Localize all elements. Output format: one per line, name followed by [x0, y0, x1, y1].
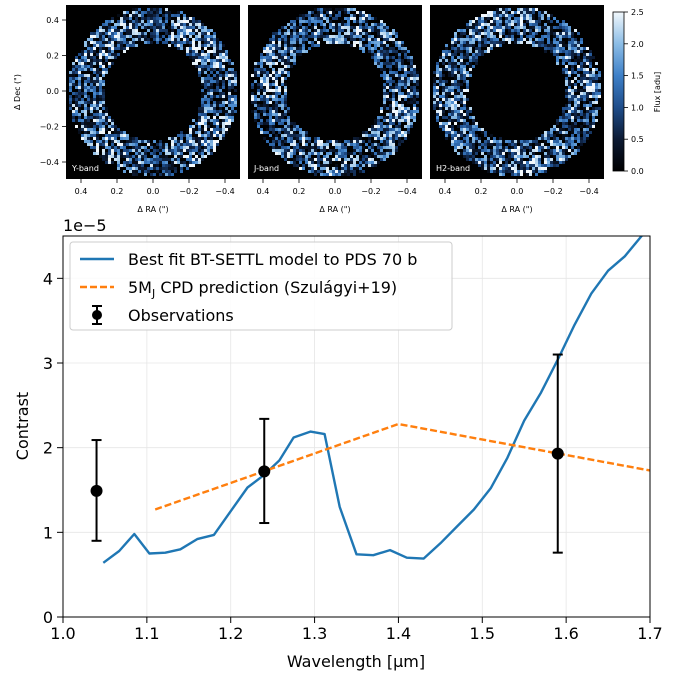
image-x-tick-label: −0.4: [579, 187, 598, 196]
colorbar-tick-label: 1.5: [631, 72, 644, 81]
image-x-tick-label: 0.2: [111, 187, 124, 196]
band-label: H2-band: [436, 164, 470, 173]
contrast-chart: 1.0 1.1 1.2 1.3 1.4 1.5 1.6 1.7 0 1 2 3 4 1e−5 Wave…: [13, 216, 663, 671]
colorbar: [612, 11, 625, 172]
observation-point: [90, 439, 103, 542]
image-x-tick-label: 0.4: [257, 187, 270, 196]
band-label: J-band: [253, 164, 279, 173]
legend-cpd-main: 5M: [128, 278, 152, 297]
colorbar-tick-label: 1.0: [631, 103, 644, 112]
image-pixels: [433, 8, 601, 176]
image-x-tick-label: −0.2: [361, 187, 380, 196]
observation-point: [258, 417, 271, 525]
image-x-tick-label: 0.0: [511, 187, 524, 196]
legend: Best fit BT-SETTL model to PDS 70 b 5MJ …: [69, 241, 453, 331]
image-xlabel-h2: Δ RA ("): [501, 205, 532, 214]
legend-cpd-sub: J: [151, 287, 155, 300]
band-label: Y-band: [71, 164, 99, 173]
cpd-prediction-line: [154, 422, 650, 511]
image-pixels: [251, 8, 419, 176]
observation-points: [90, 353, 564, 554]
image-x-tick-label: −0.2: [179, 187, 198, 196]
image-ylabel: Δ Dec ("): [13, 74, 22, 110]
legend-observations-marker: [92, 305, 102, 325]
j-band-image-panel: J-band: [248, 5, 422, 179]
image-xlabel-j: Δ RA ("): [319, 205, 350, 214]
colorbar-tick-label: 2.5: [631, 8, 644, 17]
image-x-tick-label: 0.4: [75, 187, 88, 196]
y-tick-label: 4: [43, 269, 53, 288]
y-tick-label: 0: [43, 608, 53, 627]
x-tick-label: 1.0: [50, 624, 75, 643]
offset-label: 1e−5: [63, 216, 107, 235]
legend-model-label: Best fit BT-SETTL model to PDS 70 b: [128, 250, 417, 269]
image-x-tick-label: −0.4: [215, 187, 234, 196]
colorbar-tick-label: 0.0: [631, 167, 644, 176]
image-x-labels: Δ RA (") Δ RA (") Δ RA ("): [137, 205, 532, 214]
y-axis-ticks: 0 1 2 3 4: [43, 269, 63, 627]
chart-series: [102, 236, 650, 564]
image-y-tick-label: 0.4: [46, 16, 59, 25]
x-tick-label: 1.2: [218, 624, 243, 643]
colorbar-tick-label: 0.5: [631, 135, 644, 144]
image-x-tick-label: 0.4: [439, 187, 452, 196]
y-tick-label: 1: [43, 523, 53, 542]
bt-settl-model-line: [102, 236, 644, 564]
image-pixels: [69, 8, 237, 176]
y-tick-label: 3: [43, 354, 53, 373]
image-x-tick-label: −0.4: [397, 187, 416, 196]
colorbar-tick-label: 2.0: [631, 40, 644, 49]
colorbar-label: Flux [adu]: [653, 72, 662, 112]
x-tick-label: 1.5: [470, 624, 495, 643]
image-x-tick-label: −0.2: [543, 187, 562, 196]
image-y-tick-label: −0.4: [40, 158, 59, 167]
legend-cpd-rest: CPD prediction (Szulágyi+19): [155, 278, 397, 297]
observation-point: [551, 353, 564, 554]
image-y-tick-label: 0.0: [46, 87, 59, 96]
image-y-ticks: 0.4 0.2 0.0 −0.2 −0.4: [40, 16, 66, 167]
y-band-image-panel: Y-band: [66, 5, 240, 179]
x-axis-label: Wavelength [µm]: [287, 652, 425, 671]
image-x-tick-label: 0.2: [293, 187, 306, 196]
image-y-tick-label: −0.2: [40, 123, 59, 132]
h2-band-image-panel: H2-band: [430, 5, 604, 179]
image-y-tick-label: 0.2: [46, 52, 59, 61]
legend-observations-label: Observations: [128, 306, 234, 325]
band-images: Y-band J-band H2-band Δ Dec (") 0.40.20.…: [13, 5, 662, 214]
legend-cpd-label: 5MJ CPD prediction (Szulágyi+19): [128, 278, 397, 300]
image-x-tick-label: 0.0: [329, 187, 342, 196]
y-axis-label: Contrast: [13, 392, 32, 460]
x-tick-label: 1.4: [386, 624, 411, 643]
x-tick-label: 1.3: [302, 624, 327, 643]
image-xlabel-y: Δ RA ("): [137, 205, 168, 214]
x-tick-label: 1.7: [637, 624, 662, 643]
image-x-tick-label: 0.2: [475, 187, 488, 196]
plot-frame: [62, 235, 651, 618]
y-tick-label: 2: [43, 439, 53, 458]
x-tick-label: 1.6: [553, 624, 578, 643]
x-axis-ticks: 1.0 1.1 1.2 1.3 1.4 1.5 1.6 1.7: [50, 617, 663, 643]
legend-box: [69, 241, 453, 331]
image-x-tick-label: 0.0: [147, 187, 160, 196]
image-x-ticks: 0.4 0.2 0.0 −0.2 −0.4 0.4 0.2 0.0 −0.2 −0.4 0.4 0.2…: [75, 179, 599, 196]
x-tick-label: 1.1: [134, 624, 159, 643]
colorbar-ticks: 2.5 2.0 1.5 1.0 0.5 0.0: [624, 8, 644, 176]
